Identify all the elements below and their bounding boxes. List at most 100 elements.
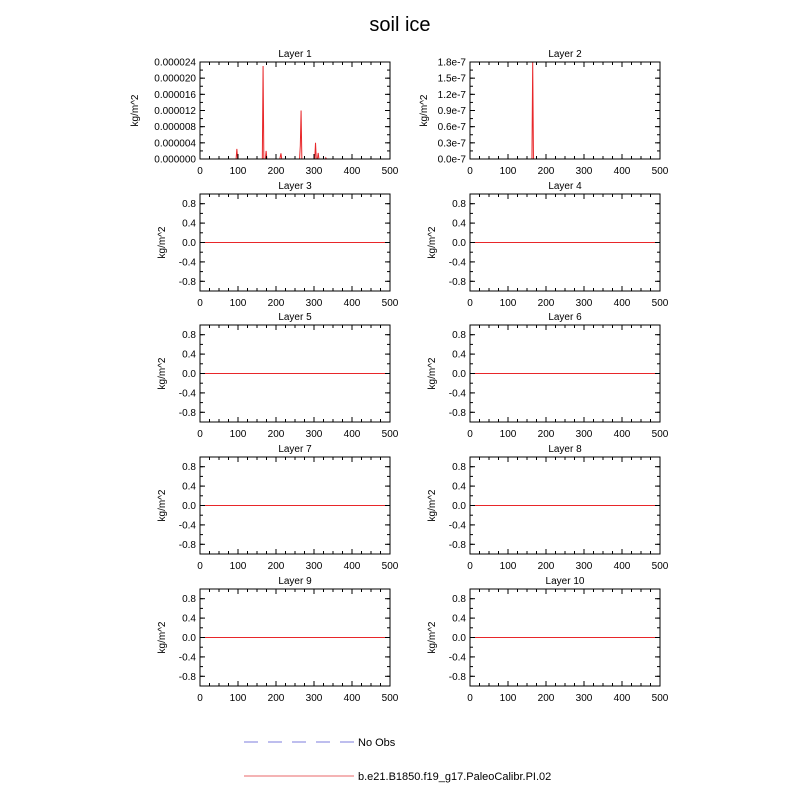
panel-layer-6: Layer 6 kg/m^2 0 100 200 300 400 500 -0.8 -0.4 0.0… [427,312,669,440]
x-tick-label: 200 [538,561,555,572]
y-axis-label: kg/m^2 [427,357,438,389]
panel-layer-5: Layer 5 kg/m^2 0 100 200 300 400 500 -0.8 -0.4 0.0… [157,312,399,440]
y-tick-label: -0.4 [449,388,467,399]
y-tick-label: -0.8 [449,408,467,419]
panel-title: Layer 8 [548,444,582,455]
y-tick-label: 0.9e-7 [438,106,467,117]
panel-layer-7: Layer 7 kg/m^2 0 100 200 300 400 500 -0.8 -0.4 0.0… [157,444,399,572]
panel-title: Layer 10 [546,576,585,587]
panel-title: Layer 5 [278,312,312,323]
y-tick-label: 0.4 [182,614,196,625]
y-tick-label: 0.0 [182,501,196,512]
y-tick-label: 0.000024 [154,58,196,69]
y-tick-label: 0.8 [452,330,466,341]
x-tick-label: 400 [344,561,361,572]
series-line [200,66,390,160]
y-tick-label: -0.4 [179,652,197,663]
x-tick-label: 400 [614,166,631,177]
x-tick-label: 300 [306,429,323,440]
panel-layer-2: Layer 2 kg/m^2 0 100 200 300 400 500 0.0e-7 0.3e-… [419,49,669,177]
panel-layer-10: Layer 10 kg/m^2 0 100 200 300 400 500 -0.8 -0.4 0.… [427,576,669,704]
y-tick-label: -0.4 [449,520,467,531]
y-tick-label: 0.0 [452,238,466,249]
x-tick-label: 200 [538,298,555,309]
y-tick-label: 0.0 [182,633,196,644]
y-tick-label: 0.8 [452,594,466,605]
y-tick-label: 1.8e-7 [438,58,467,69]
x-tick-label: 300 [306,166,323,177]
x-tick-label: 500 [652,561,669,572]
x-tick-label: 100 [230,166,247,177]
y-tick-label: 0.0 [452,633,466,644]
x-tick-label: 300 [306,693,323,704]
y-tick-label: 0.4 [452,482,466,493]
y-tick-label: -0.8 [179,672,197,683]
x-tick-label: 0 [197,298,203,309]
y-tick-label: 0.0 [452,501,466,512]
y-axis-label: kg/m^2 [157,621,168,653]
plot-frame [199,61,391,160]
panel-title: Layer 1 [278,49,312,60]
y-tick-label: 0.4 [182,482,196,493]
y-tick-label: 0.4 [182,350,196,361]
x-tick-label: 0 [467,166,473,177]
y-tick-label: 0.8 [182,199,196,210]
x-tick-label: 400 [344,429,361,440]
y-axis-label: kg/m^2 [419,94,430,126]
y-tick-label: -0.8 [449,277,467,288]
x-tick-label: 0 [467,561,473,572]
y-tick-label: 0.8 [452,462,466,473]
y-tick-label: 0.8 [452,199,466,210]
panel-title: Layer 2 [548,49,582,60]
x-tick-label: 200 [268,561,285,572]
panel-layer-1: Layer 1 kg/m^2 0 100 200 300 400 500 0.000000 0.0… [130,49,399,177]
x-tick-label: 200 [538,166,555,177]
x-tick-label: 100 [500,561,517,572]
y-tick-label: 1.5e-7 [438,74,467,85]
y-tick-label: 0.0 [182,369,196,380]
x-tick-label: 200 [268,693,285,704]
x-tick-label: 500 [382,429,399,440]
y-axis-label: kg/m^2 [157,357,168,389]
panel-title: Layer 4 [548,181,582,192]
x-tick-label: 300 [576,429,593,440]
x-tick-label: 100 [230,693,247,704]
x-tick-label: 100 [500,166,517,177]
x-tick-label: 100 [230,298,247,309]
x-tick-label: 400 [614,693,631,704]
y-tick-label: 0.4 [452,614,466,625]
y-tick-label: 0.8 [182,330,196,341]
panel-layer-8: Layer 8 kg/m^2 0 100 200 300 400 500 -0.8 -0.4 0.0… [427,444,669,572]
y-tick-label: -0.4 [449,652,467,663]
panel-layer-9: Layer 9 kg/m^2 0 100 200 300 400 500 -0.8 -0.4 0.0… [157,576,399,704]
x-tick-label: 0 [197,561,203,572]
x-tick-label: 200 [268,429,285,440]
y-tick-label: -0.8 [179,540,197,551]
y-tick-label: 0.000020 [154,74,196,85]
y-tick-label: 1.2e-7 [438,90,467,101]
panel-title: Layer 3 [278,181,312,192]
y-tick-label: -0.4 [179,388,197,399]
y-tick-label: 0.6e-7 [438,122,467,133]
panel-layer-3: Layer 3 kg/m^2 0 100 200 300 400 500 -0.8 -0.4 0.0… [157,181,399,309]
y-tick-label: 0.000016 [154,90,196,101]
panels: Layer 1kg/m^20 100 200 300 400 5000.0000000.0… [130,49,669,704]
x-tick-label: 0 [467,429,473,440]
y-axis-label: kg/m^2 [130,94,141,126]
x-tick-label: 500 [382,298,399,309]
x-tick-label: 500 [652,166,669,177]
x-tick-label: 200 [538,693,555,704]
y-tick-label: 0.8 [182,462,196,473]
x-tick-label: 100 [500,298,517,309]
x-tick-label: 400 [614,298,631,309]
x-tick-label: 400 [344,166,361,177]
x-tick-label: 300 [576,298,593,309]
y-axis-label: kg/m^2 [157,226,168,258]
y-tick-label: -0.8 [449,540,467,551]
x-tick-label: 500 [652,693,669,704]
x-tick-label: 500 [382,561,399,572]
y-tick-label: -0.4 [179,257,197,268]
y-tick-label: 0.8 [182,594,196,605]
y-tick-label: -0.8 [449,672,467,683]
